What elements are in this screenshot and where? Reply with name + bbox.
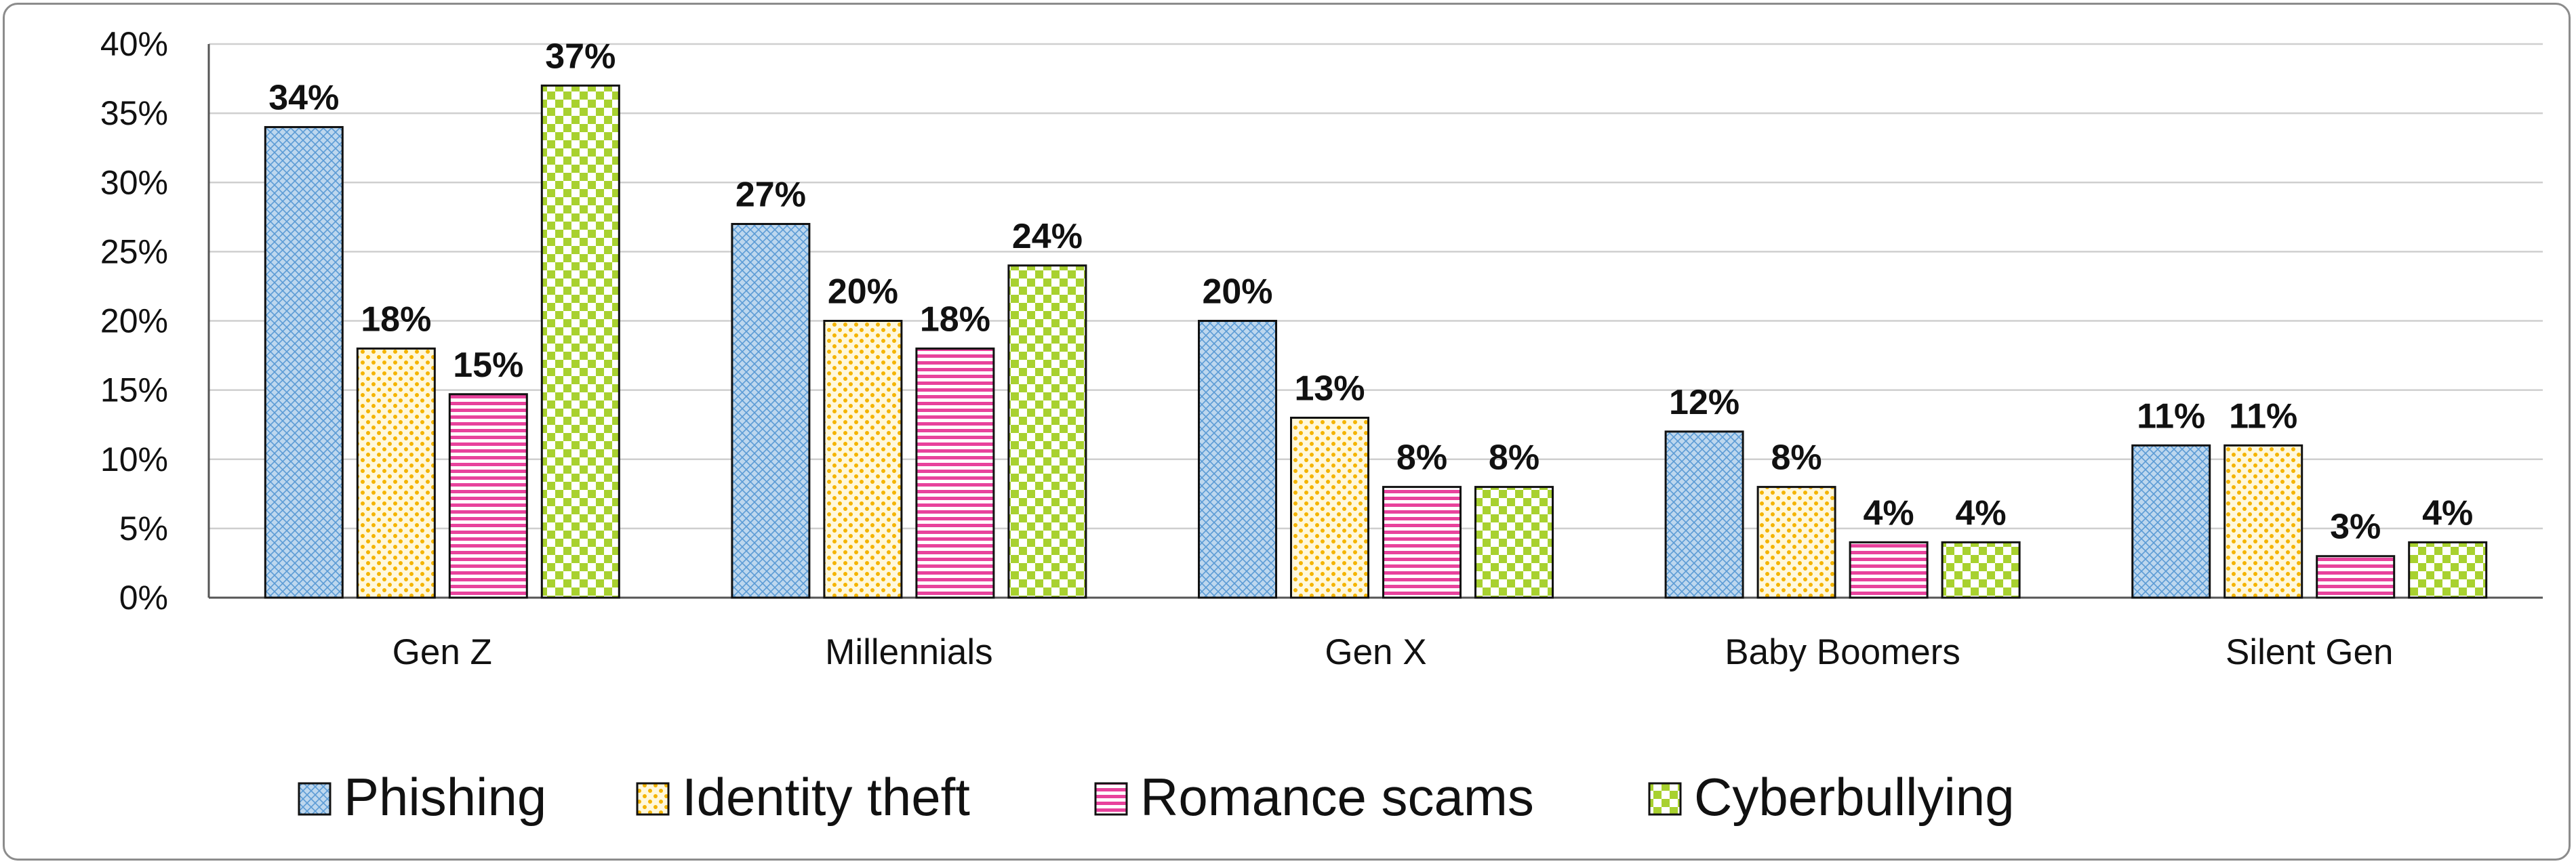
bar-cyberbullying-millennials	[1007, 264, 1087, 599]
data-label: 18%	[920, 300, 990, 339]
legend-swatch-romance-scams	[1094, 782, 1128, 816]
y-tick-label: 10%	[100, 440, 168, 478]
y-tick-label: 20%	[100, 302, 168, 340]
data-label: 8%	[1771, 438, 1822, 478]
bar-cyberbullying-baby-boomers	[1941, 541, 2021, 599]
bar-phishing-silent-gen	[2131, 444, 2211, 599]
legend-swatch-identity-theft	[636, 782, 670, 816]
bar-cyberbullying-gen-x	[1474, 486, 1554, 599]
bar-romance-scams-baby-boomers	[1849, 541, 1929, 599]
legend-label: Identity theft	[682, 767, 970, 827]
bar-identity-theft-gen-x	[1290, 416, 1369, 599]
bar-identity-theft-baby-boomers	[1756, 486, 1836, 599]
data-label: 37%	[545, 37, 616, 76]
legend-label: Romance scams	[1140, 767, 1534, 827]
data-label: 24%	[1012, 217, 1083, 256]
data-label: 13%	[1294, 369, 1365, 408]
bar-phishing-gen-z	[264, 126, 344, 599]
data-label: 4%	[2422, 493, 2473, 533]
chart-container: 0% 5% 10% 15% 20% 25% 30% 35% 40% 34% 18% 15% 37% Ge…	[3, 3, 2571, 861]
bar-identity-theft-gen-z	[356, 347, 436, 599]
y-tick-label: 40%	[100, 25, 168, 63]
data-label: 18%	[361, 300, 431, 339]
y-tick-label: 35%	[100, 94, 168, 132]
data-label: 11%	[2229, 396, 2297, 436]
data-label: 4%	[1956, 493, 2007, 533]
bar-phishing-gen-x	[1198, 320, 1277, 599]
legend-swatch-phishing	[298, 782, 331, 816]
data-label: 34%	[268, 79, 339, 118]
legend-label: Phishing	[344, 767, 546, 827]
legend-label: Cyberbullying	[1694, 767, 2015, 827]
y-tick-label: 25%	[100, 232, 168, 270]
x-category-label: Gen X	[1325, 632, 1426, 672]
bar-identity-theft-silent-gen	[2223, 444, 2303, 599]
bar-romance-scams-gen-z	[448, 393, 528, 599]
bar-cyberbullying-gen-z	[540, 84, 620, 599]
bar-phishing-millennials	[731, 223, 811, 599]
bar-romance-scams-silent-gen	[2316, 555, 2396, 599]
x-category-label: Gen Z	[393, 632, 492, 672]
bar-identity-theft-millennials	[823, 320, 903, 599]
data-label: 12%	[1669, 383, 1739, 422]
bar-phishing-baby-boomers	[1664, 430, 1744, 599]
y-tick-label: 30%	[100, 163, 168, 201]
bar-romance-scams-millennials	[915, 347, 995, 599]
data-label: 3%	[2330, 508, 2381, 547]
data-label: 8%	[1396, 438, 1447, 478]
bar-romance-scams-gen-x	[1382, 486, 1462, 599]
data-label: 15%	[453, 346, 523, 385]
data-label: 8%	[1489, 438, 1539, 478]
y-tick-label: 15%	[100, 371, 168, 409]
bar-chart: 0% 5% 10% 15% 20% 25% 30% 35% 40% 34% 18% 15% 37% Ge…	[100, 25, 2543, 827]
y-tick-label: 5%	[119, 510, 168, 548]
x-category-label: Silent Gen	[2226, 632, 2393, 672]
data-label: 27%	[736, 176, 806, 215]
data-label: 20%	[1202, 272, 1272, 312]
x-category-label: Baby Boomers	[1725, 632, 1960, 672]
data-label: 4%	[1864, 493, 1914, 533]
y-tick-label: 0%	[119, 579, 168, 617]
data-label: 11%	[2137, 396, 2205, 436]
data-label: 20%	[828, 272, 898, 312]
x-category-label: Millennials	[825, 632, 992, 672]
bar-cyberbullying-silent-gen	[2408, 541, 2488, 599]
legend-swatch-cyberbullying	[1648, 782, 1682, 816]
